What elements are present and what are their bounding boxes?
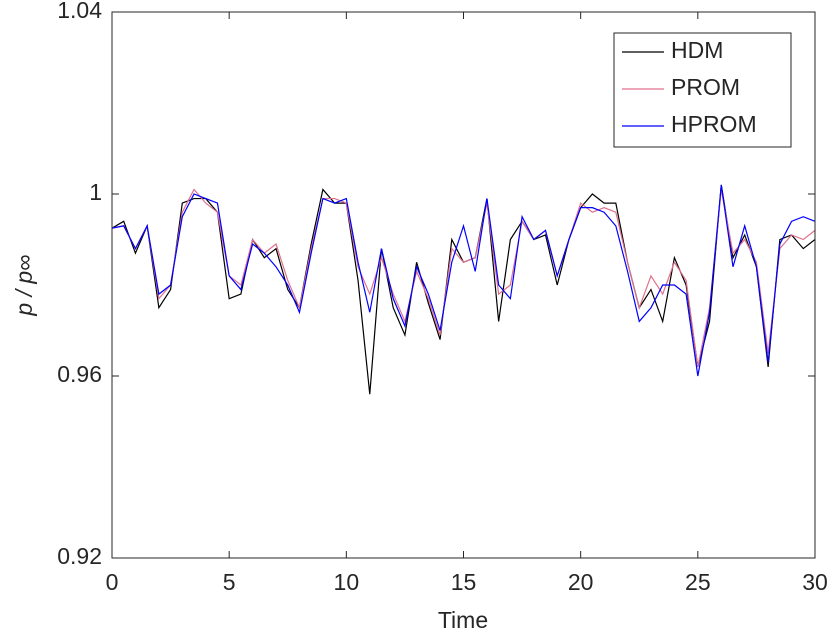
x-tick-label: 0: [106, 569, 119, 595]
y-tick-label: 1.04: [57, 0, 102, 23]
legend-label: PROM: [671, 74, 740, 100]
y-axis-label: p / p∞: [11, 254, 37, 316]
x-tick-label: 5: [223, 569, 236, 595]
y-tick-label: 0.96: [57, 361, 102, 387]
y-tick-label: 0.92: [57, 543, 102, 569]
x-tick-label: 15: [451, 569, 477, 595]
x-tick-label: 25: [685, 569, 711, 595]
y-tick-label: 1: [89, 179, 102, 205]
axes-box: [111, 11, 816, 559]
legend-label: HDM: [671, 37, 723, 63]
x-tick-label: 10: [334, 569, 360, 595]
series-line: [111, 184, 816, 377]
x-tick-label: 30: [802, 569, 828, 595]
x-tick-label: 20: [568, 569, 594, 595]
legend-label: HPROM: [671, 111, 757, 137]
x-axis-label: Time: [438, 607, 488, 633]
